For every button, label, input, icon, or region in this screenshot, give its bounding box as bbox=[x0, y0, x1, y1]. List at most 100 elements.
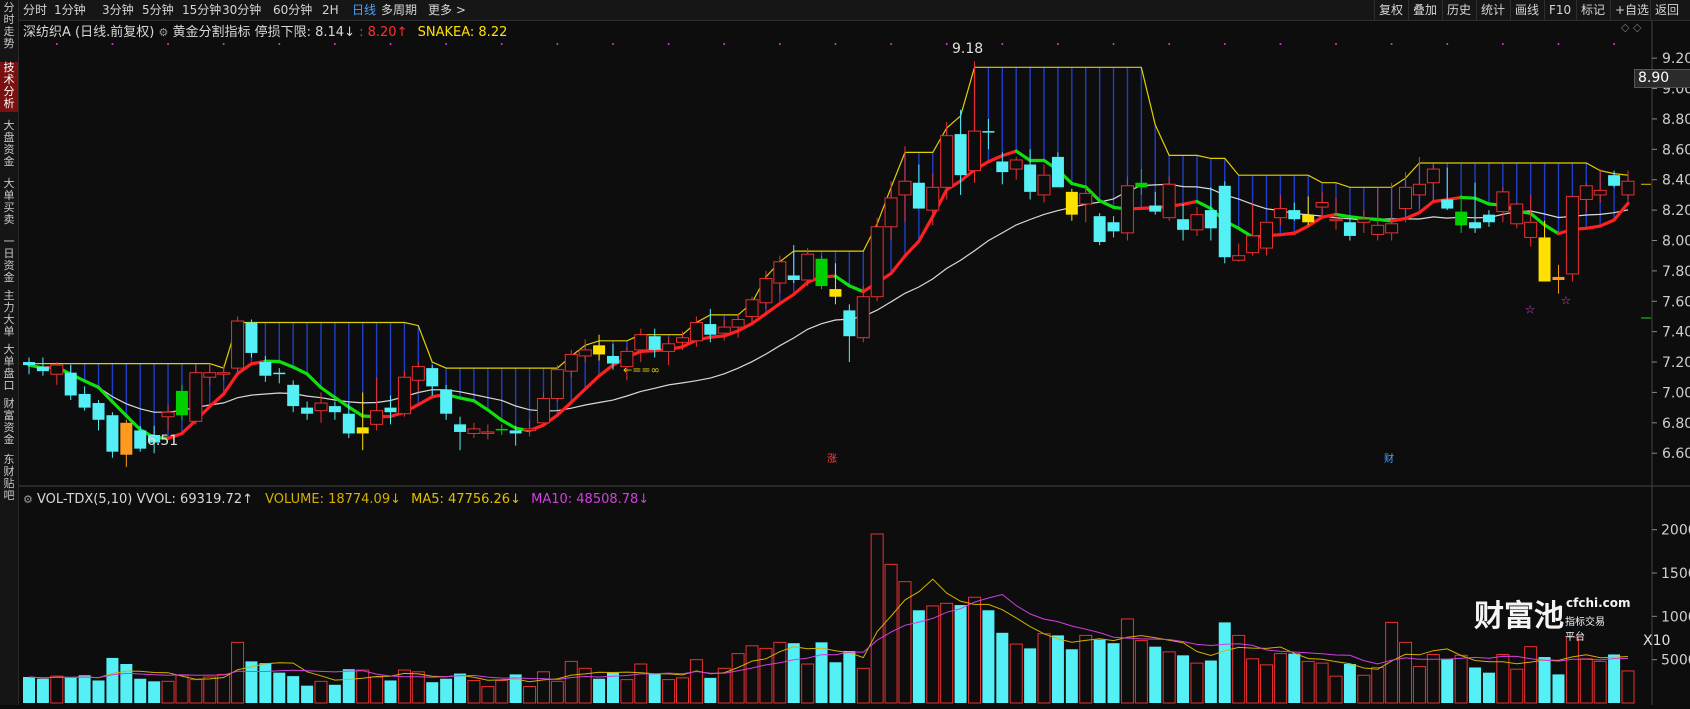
side-tab-3[interactable]: 大单买卖 bbox=[0, 178, 18, 230]
volume-bar-44 bbox=[635, 664, 647, 703]
volume-bar-99 bbox=[1400, 642, 1412, 703]
side-tab-4[interactable]: 一日资金 bbox=[0, 236, 18, 284]
candle-body-54 bbox=[774, 262, 786, 283]
candle-body-80 bbox=[1135, 183, 1147, 188]
period-tab-8[interactable]: 日线 bbox=[352, 2, 376, 18]
watermark: 财富池 cfchi.com 指标交易平台 bbox=[1474, 591, 1609, 631]
volume-bar-31 bbox=[454, 674, 466, 703]
volume-bar-89 bbox=[1260, 665, 1272, 703]
candle-body-20 bbox=[301, 408, 313, 414]
candle-body-49 bbox=[704, 324, 716, 335]
period-tab-1[interactable]: 1分钟 bbox=[54, 2, 86, 18]
cai-tag[interactable]: 财 bbox=[1384, 450, 1394, 465]
candle-body-70 bbox=[996, 161, 1008, 172]
trend-ma-seg-71 bbox=[1002, 151, 1016, 156]
side-tab-1[interactable]: 技术分析 bbox=[0, 62, 18, 112]
volume-bar-42 bbox=[607, 673, 619, 703]
volume-bar-18 bbox=[273, 673, 285, 703]
side-tab-5[interactable]: 主力大单 bbox=[0, 290, 18, 338]
period-tab-5[interactable]: 30分钟 bbox=[222, 2, 261, 18]
candle-body-87 bbox=[1233, 256, 1245, 261]
trend-ma-seg-60 bbox=[849, 286, 863, 292]
volume-bar-77 bbox=[1094, 640, 1106, 703]
candle-body-35 bbox=[510, 430, 522, 433]
volume-legend: ⚙ VOL-TDX(5,10) VVOL: 69319.72↑ VOLUME: … bbox=[23, 492, 649, 507]
trend-ma-seg-95 bbox=[1336, 214, 1350, 216]
candle-body-75 bbox=[1066, 192, 1078, 215]
period-tab-6[interactable]: 60分钟 bbox=[273, 2, 312, 18]
stock-title[interactable]: 深纺织A (日线.前复权) bbox=[23, 25, 154, 40]
period-tab-7[interactable]: 2H bbox=[322, 2, 339, 18]
side-tab-2[interactable]: 大盘资金 bbox=[0, 120, 18, 172]
volume-bar-32 bbox=[468, 680, 480, 703]
trend-ma-seg-78 bbox=[1100, 201, 1114, 208]
volume-bar-97 bbox=[1372, 667, 1384, 703]
candle-body-2 bbox=[51, 365, 63, 374]
toolbar-button-1[interactable]: 叠加 bbox=[1408, 0, 1441, 20]
volume-bar-109 bbox=[1539, 657, 1551, 703]
volume-bar-110 bbox=[1552, 674, 1564, 703]
vvol-value: VVOL: 69319.72↑ bbox=[137, 492, 253, 507]
period-tab-2[interactable]: 3分钟 bbox=[102, 2, 134, 18]
side-tab-7[interactable]: 财富资金 bbox=[0, 398, 18, 448]
volume-bar-111 bbox=[1566, 637, 1578, 703]
volume-bar-24 bbox=[357, 670, 369, 703]
volume-bar-61 bbox=[871, 534, 883, 703]
signal-dot-54 bbox=[779, 43, 781, 45]
signal-dot-110 bbox=[1557, 43, 1559, 45]
candle-body-0 bbox=[23, 362, 35, 365]
volume-settings-icon[interactable]: ⚙ bbox=[23, 493, 33, 506]
toolbar-button-7[interactable]: +自选 bbox=[1610, 0, 1653, 20]
side-tab-8[interactable]: 东财贴吧 bbox=[0, 454, 18, 500]
kline-chart[interactable]: 9.209.008.808.608.408.208.007.807.607.40… bbox=[19, 21, 1690, 705]
period-tab-3[interactable]: 5分钟 bbox=[142, 2, 174, 18]
price-tick-label-4: 8.40 bbox=[1662, 173, 1690, 189]
period-tab-10[interactable]: 更多 > bbox=[428, 2, 466, 18]
trend-ma-seg-70 bbox=[988, 156, 1002, 162]
trend-ma-seg-92 bbox=[1294, 226, 1308, 233]
candle-body-62 bbox=[885, 198, 897, 227]
signal-dot-98 bbox=[1391, 43, 1393, 45]
side-tab-0[interactable]: 分时走势 bbox=[0, 2, 18, 52]
price-tick-label-9: 7.40 bbox=[1662, 325, 1690, 341]
volume-bar-71 bbox=[1010, 644, 1022, 703]
ma10-value: MA10: 48508.78↓ bbox=[531, 492, 649, 507]
candle-body-25 bbox=[371, 411, 383, 425]
side-tab-6[interactable]: 大单盘口 bbox=[0, 344, 18, 392]
volume-bar-98 bbox=[1386, 622, 1398, 703]
volume-bar-95 bbox=[1344, 664, 1356, 703]
candle-body-82 bbox=[1163, 184, 1175, 217]
trend-ma-seg-104 bbox=[1461, 197, 1475, 198]
candle-body-41 bbox=[593, 345, 605, 354]
candle-body-111 bbox=[1566, 196, 1578, 273]
toolbar-button-2[interactable]: 历史 bbox=[1442, 0, 1475, 20]
period-tab-4[interactable]: 15分钟 bbox=[182, 2, 221, 18]
volume-bar-65 bbox=[927, 606, 939, 703]
volume-bar-51 bbox=[732, 654, 744, 703]
zhang-tag[interactable]: 涨 bbox=[827, 450, 837, 465]
signal-dot-86 bbox=[1224, 43, 1226, 45]
toolbar-button-6[interactable]: 标记 bbox=[1576, 0, 1609, 20]
trend-ma-seg-64 bbox=[905, 241, 919, 256]
indicator-settings-icon[interactable]: ⚙ bbox=[158, 26, 168, 39]
volume-bar-1 bbox=[37, 679, 49, 703]
toolbar-button-0[interactable]: 复权 bbox=[1374, 0, 1407, 20]
period-tab-0[interactable]: 分时 bbox=[23, 2, 47, 18]
period-tab-9[interactable]: 多周期 bbox=[381, 2, 417, 18]
slow-ma-line bbox=[29, 184, 1628, 412]
trend-ma-seg-100 bbox=[1406, 213, 1420, 219]
candle-body-42 bbox=[607, 356, 619, 364]
volume-bar-81 bbox=[1149, 647, 1161, 703]
trend-ma-seg-72 bbox=[1016, 151, 1030, 160]
volume-tick-label-1: 15000 bbox=[1661, 566, 1690, 582]
low-price-label: 6.51 bbox=[147, 433, 178, 449]
toolbar-button-4[interactable]: 画线 bbox=[1510, 0, 1543, 20]
toolbar-button-8[interactable]: 返回 bbox=[1650, 0, 1683, 20]
candle-body-53 bbox=[760, 278, 772, 302]
toolbar-button-5[interactable]: F10 bbox=[1544, 0, 1575, 20]
toolbar-button-3[interactable]: 统计 bbox=[1476, 0, 1509, 20]
candle-body-18 bbox=[273, 373, 285, 375]
trend-ma-seg-42 bbox=[599, 365, 613, 376]
volume-value: VOLUME: 18774.09↓ bbox=[265, 492, 401, 507]
